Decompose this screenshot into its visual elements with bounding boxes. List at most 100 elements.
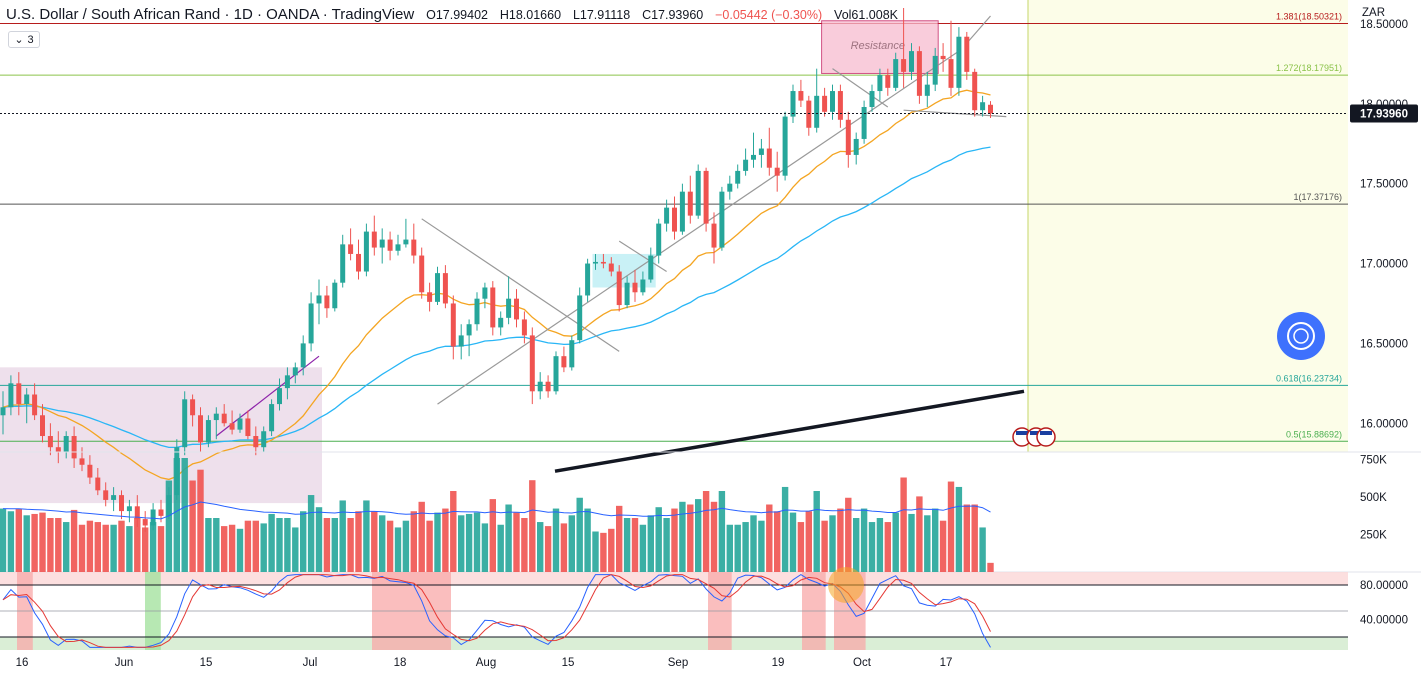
candle-body[interactable] <box>403 239 409 245</box>
candle-body[interactable] <box>608 263 614 272</box>
candle-body[interactable] <box>182 399 188 448</box>
candle-body[interactable] <box>24 394 30 405</box>
candle-body[interactable] <box>924 84 930 96</box>
candle-body[interactable] <box>16 383 22 405</box>
candle-body[interactable] <box>253 436 259 448</box>
candle-body[interactable] <box>119 495 124 512</box>
economic-event-flag[interactable] <box>1036 427 1056 447</box>
candle-body[interactable] <box>229 423 235 430</box>
candle-body[interactable] <box>822 95 828 112</box>
candle-body[interactable] <box>561 356 567 368</box>
candle-body[interactable] <box>600 261 606 264</box>
candle-body[interactable] <box>63 436 69 452</box>
candle-body[interactable] <box>71 436 77 459</box>
candle-body[interactable] <box>830 91 835 112</box>
candle-body[interactable] <box>687 191 693 216</box>
candle-body[interactable] <box>514 298 519 320</box>
candle-body[interactable] <box>909 51 914 72</box>
candle-body[interactable] <box>237 418 243 430</box>
symbol-title[interactable]: U.S. Dollar / South African Rand · 1D · … <box>6 6 415 23</box>
candle-body[interactable] <box>371 231 377 248</box>
candle-body[interactable] <box>806 100 812 128</box>
candle-body[interactable] <box>356 253 361 272</box>
candle-body[interactable] <box>87 464 93 478</box>
candle-body[interactable] <box>190 399 196 416</box>
candle-body[interactable] <box>624 282 630 306</box>
candle-body[interactable] <box>711 223 717 248</box>
trendline[interactable] <box>903 109 1007 118</box>
candle-body[interactable] <box>269 404 275 432</box>
candle-body[interactable] <box>758 148 764 155</box>
candle-body[interactable] <box>814 95 820 128</box>
candle-body[interactable] <box>593 261 598 264</box>
candle-body[interactable] <box>277 388 282 405</box>
candle-body[interactable] <box>158 509 164 516</box>
candle-body[interactable] <box>79 458 85 465</box>
candle-body[interactable] <box>458 335 464 347</box>
candle-body[interactable] <box>32 394 38 416</box>
candle-body[interactable] <box>956 36 962 88</box>
candle-body[interactable] <box>861 107 867 139</box>
candle-body[interactable] <box>948 59 954 88</box>
candle-body[interactable] <box>632 282 638 293</box>
candle-body[interactable] <box>442 273 448 304</box>
candle-body[interactable] <box>205 420 211 443</box>
candle-body[interactable] <box>134 506 140 520</box>
candle-body[interactable] <box>506 298 512 318</box>
candle-body[interactable] <box>284 375 290 389</box>
indicator-collapse-button[interactable]: ⌄ 3 <box>8 31 40 48</box>
trendline[interactable] <box>421 218 620 352</box>
candle-body[interactable] <box>340 244 346 283</box>
candle-body[interactable] <box>308 303 314 344</box>
trendline[interactable] <box>966 15 991 44</box>
candle-body[interactable] <box>837 91 843 120</box>
candle-body[interactable] <box>348 244 354 254</box>
candle-body[interactable] <box>845 119 851 155</box>
candle-body[interactable] <box>103 490 109 500</box>
candle-body[interactable] <box>221 413 227 424</box>
candle-body[interactable] <box>490 287 496 328</box>
candle-body[interactable] <box>427 292 433 302</box>
candle-body[interactable] <box>545 381 551 392</box>
candle-body[interactable] <box>537 381 543 392</box>
candle-body[interactable] <box>395 244 401 251</box>
candle-body[interactable] <box>482 287 488 299</box>
candle-body[interactable] <box>498 317 504 328</box>
candle-body[interactable] <box>735 170 741 184</box>
trendline[interactable] <box>832 68 889 108</box>
trendline[interactable] <box>437 50 960 405</box>
candle-body[interactable] <box>245 418 251 437</box>
candle-body[interactable] <box>940 55 946 60</box>
candle-body[interactable] <box>727 183 733 192</box>
candle-body[interactable] <box>790 91 796 117</box>
candle-body[interactable] <box>766 148 772 168</box>
candle-body[interactable] <box>877 75 883 92</box>
trendline[interactable] <box>215 355 320 437</box>
candle-body[interactable] <box>55 447 61 452</box>
candle-body[interactable] <box>8 383 14 408</box>
candle-body[interactable] <box>150 509 156 526</box>
candle-body[interactable] <box>435 273 440 302</box>
candle-body[interactable] <box>695 170 701 216</box>
candle-body[interactable] <box>261 431 267 448</box>
candle-body[interactable] <box>893 59 899 88</box>
candle-body[interactable] <box>419 255 425 293</box>
candle-body[interactable] <box>585 263 591 296</box>
candle-body[interactable] <box>972 71 978 111</box>
candle-body[interactable] <box>521 319 527 336</box>
candle-body[interactable] <box>656 223 662 256</box>
candle-body[interactable] <box>95 477 101 491</box>
candle-body[interactable] <box>719 191 725 248</box>
candle-body[interactable] <box>751 154 756 160</box>
candle-body[interactable] <box>869 91 875 108</box>
target-button[interactable] <box>1277 312 1325 360</box>
trendline[interactable] <box>618 240 667 273</box>
candle-body[interactable] <box>679 191 685 232</box>
candle-body[interactable] <box>640 279 646 293</box>
candle-body[interactable] <box>316 295 322 304</box>
candle-body[interactable] <box>450 303 456 347</box>
candle-body[interactable] <box>703 170 709 224</box>
candle-body[interactable] <box>648 255 654 280</box>
candle-body[interactable] <box>198 415 203 443</box>
